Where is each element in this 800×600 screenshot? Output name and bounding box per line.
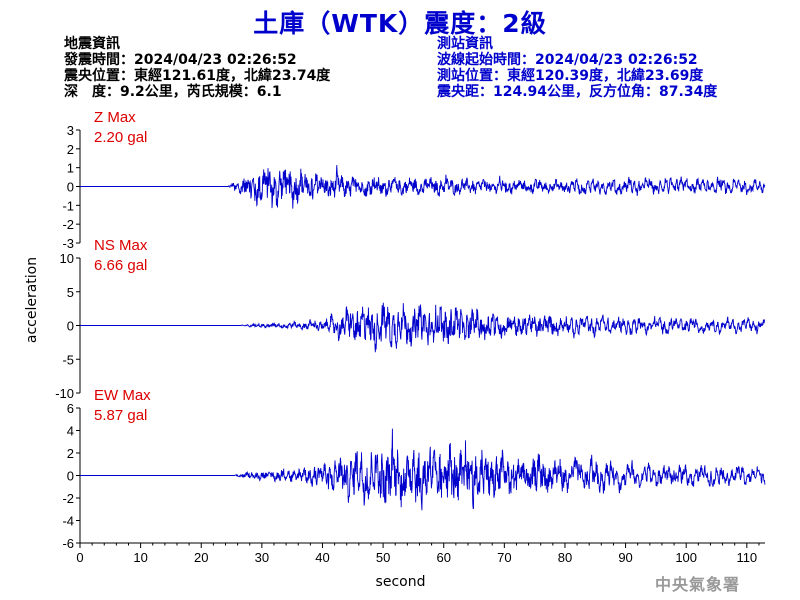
max-label-z: Z Max [94,109,136,126]
y-tick-label-ns: 10 [60,251,74,266]
y-tick-label-ew: 0 [67,469,74,484]
x-tick-label: 20 [194,550,208,565]
y-axis-title: acceleration [24,257,40,343]
depth-magnitude-text: 深 度：9.2公里，芮氏規模：6.1 [64,84,282,100]
waveform-ns [80,302,766,353]
x-tick-label: 10 [133,550,147,565]
y-tick-label-z: 1 [67,161,74,176]
waveform-z [80,165,766,209]
page-title: 土庫（WTK）震度：2級 [253,9,547,38]
station-info-block: 測站資訊 波線起始時間：2024/04/23 02:26:52 測站位置：東經1… [437,36,717,100]
y-tick-label-ew: 6 [67,401,74,416]
y-tick-label-z: -1 [62,198,74,213]
y-tick-label-z: -3 [62,236,74,251]
y-tick-label-ew: -6 [62,536,74,551]
x-tick-label: 80 [558,550,572,565]
y-tick-label-ew: 4 [67,424,74,439]
y-tick-label-z: 0 [67,180,74,195]
max-value-ew: 5.87 gal [94,407,147,424]
origin-time-text: 發震時間：2024/04/23 02:26:52 [64,52,297,68]
y-tick-label-ns: 0 [67,319,74,334]
y-tick-label-z: 2 [67,142,74,157]
y-tick-label-z: -2 [62,217,74,232]
station-info-heading: 測站資訊 [437,36,493,52]
agency-watermark: 中央氣象署 [655,575,741,594]
epicentral-distance-text: 震央距：124.94公里，反方位角：87.34度 [437,84,718,100]
x-tick-label: 70 [497,550,511,565]
max-label-ew: EW Max [94,387,151,404]
y-tick-label-ns: -10 [55,386,74,401]
max-value-ns: 6.66 gal [94,257,147,274]
x-tick-label: 60 [436,550,450,565]
epicenter-text: 震央位置：東經121.61度，北緯23.74度 [64,68,331,84]
x-axis-title: second [376,574,426,590]
max-value-z: 2.20 gal [94,129,147,146]
y-tick-label-ew: 2 [67,446,74,461]
y-tick-label-ns: 5 [67,285,74,300]
y-tick-label-ew: -4 [62,514,74,529]
x-tick-label: 100 [675,550,697,565]
wave-start-text: 波線起始時間：2024/04/23 02:26:52 [437,52,698,68]
y-tick-label-ns: -5 [62,352,74,367]
x-tick-label: 0 [76,550,83,565]
x-tick-label: 90 [618,550,632,565]
y-tick-label-ew: -2 [62,491,74,506]
waveform-ew [80,428,766,511]
quake-info-block: 地震資訊 發震時間：2024/04/23 02:26:52 震央位置：東經121… [64,36,330,100]
quake-info-heading: 地震資訊 [64,36,120,52]
station-location-text: 測站位置：東經120.39度，北緯23.69度 [437,68,704,84]
x-tick-label: 50 [376,550,390,565]
max-label-ns: NS Max [94,237,148,254]
x-tick-label: 110 [736,550,757,565]
x-tick-label: 40 [315,550,329,565]
y-tick-label-z: 3 [67,123,74,138]
x-tick-label: 30 [255,550,269,565]
